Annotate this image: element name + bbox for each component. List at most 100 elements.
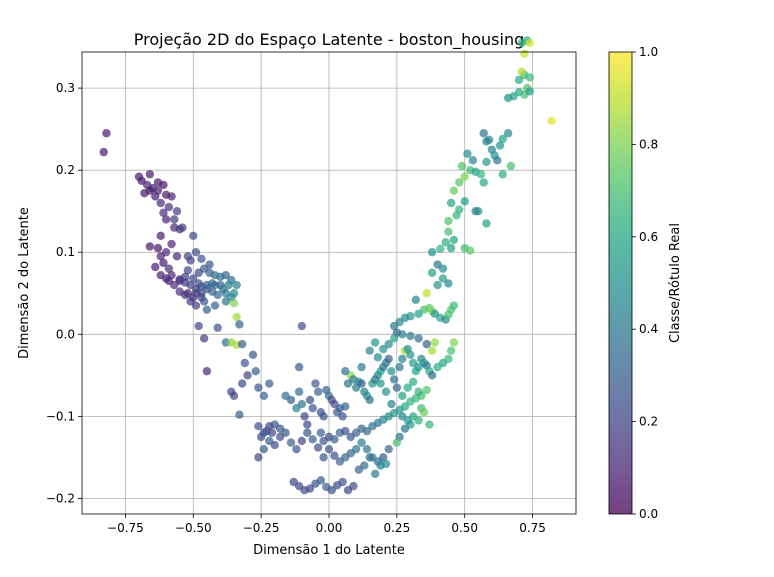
data-point — [102, 129, 111, 138]
data-point — [455, 178, 464, 187]
data-point — [161, 274, 171, 283]
data-point — [471, 206, 480, 216]
data-point — [338, 412, 347, 421]
data-point — [235, 320, 244, 329]
data-point — [216, 272, 225, 282]
data-point — [398, 391, 407, 401]
data-point — [259, 428, 269, 437]
data-point — [199, 334, 209, 343]
data-point — [159, 208, 168, 218]
data-point — [292, 444, 301, 454]
data-point — [517, 67, 526, 76]
data-point — [468, 156, 478, 165]
data-point — [330, 435, 339, 444]
data-point — [422, 339, 431, 349]
data-point — [180, 272, 190, 282]
data-point — [308, 435, 317, 444]
data-point — [294, 387, 304, 396]
data-point — [265, 379, 274, 388]
colorbar-tick-label: 0.8 — [639, 137, 658, 151]
data-point — [237, 379, 247, 388]
data-point — [444, 216, 453, 226]
data-point — [455, 205, 464, 214]
data-point — [319, 453, 328, 462]
data-point — [240, 358, 250, 368]
data-point — [460, 197, 469, 206]
colorbar-tick-label: 1.0 — [639, 45, 658, 59]
data-point — [427, 248, 437, 257]
data-point — [449, 301, 459, 310]
x-tick-label: 0.75 — [519, 521, 546, 535]
data-point — [213, 323, 222, 332]
data-points — [99, 36, 556, 495]
data-point — [411, 295, 421, 305]
data-point — [484, 135, 494, 145]
data-point — [408, 377, 418, 387]
x-axis-label: Dimensão 1 do Latente — [253, 543, 405, 558]
data-point — [444, 227, 453, 236]
data-point — [235, 410, 244, 419]
data-point — [457, 161, 467, 171]
data-point — [387, 367, 396, 376]
data-point — [389, 334, 399, 343]
data-point — [436, 244, 445, 254]
x-tick-label: 0.25 — [383, 521, 410, 535]
chart-title: Projeção 2D do Espaço Latente - boston_h… — [134, 30, 525, 50]
data-point — [425, 420, 434, 429]
data-point — [430, 338, 440, 347]
data-point — [202, 367, 212, 376]
data-point — [357, 362, 366, 372]
data-point — [186, 297, 195, 306]
data-point — [338, 477, 347, 487]
colorbar-tick-label: 0.6 — [639, 230, 658, 244]
x-axis-ticks: −0.75 −0.50 −0.25 0.00 0.25 0.50 0.75 — [107, 514, 546, 535]
data-point — [167, 239, 176, 249]
data-point — [465, 246, 475, 255]
data-point — [153, 178, 163, 187]
data-point — [151, 262, 160, 272]
data-point — [446, 198, 456, 208]
data-point — [403, 383, 412, 392]
data-point — [370, 338, 380, 347]
data-point — [191, 289, 201, 298]
data-point — [376, 379, 385, 388]
data-point — [493, 156, 502, 165]
data-point — [305, 484, 315, 493]
data-point — [254, 453, 263, 462]
data-point — [229, 391, 239, 401]
data-point — [297, 399, 307, 409]
x-tick-label: 0.00 — [316, 521, 343, 535]
data-point — [156, 198, 165, 208]
data-point — [210, 301, 220, 310]
colorbar-frame — [608, 51, 633, 515]
data-point — [525, 87, 535, 96]
data-point — [398, 354, 407, 364]
data-point — [319, 412, 328, 421]
data-point — [161, 248, 171, 257]
data-point — [406, 331, 415, 341]
data-point — [167, 192, 176, 201]
data-point — [414, 334, 423, 343]
data-point — [498, 170, 507, 179]
data-point — [547, 116, 556, 126]
data-point — [460, 172, 469, 181]
data-point — [178, 223, 187, 232]
y-tick-label: 0.2 — [56, 163, 75, 177]
data-point — [446, 243, 456, 253]
data-point — [161, 215, 171, 224]
data-point — [286, 438, 296, 447]
data-point — [164, 202, 174, 212]
data-point — [197, 254, 206, 263]
data-point — [221, 289, 231, 298]
data-point — [357, 379, 366, 388]
data-point — [164, 264, 174, 273]
y-axis-ticks: −0.2 −0.1 0.0 0.1 0.2 0.3 — [46, 81, 82, 505]
data-point — [438, 264, 448, 273]
data-point — [381, 387, 391, 396]
data-point — [335, 457, 345, 466]
data-point — [427, 371, 437, 380]
grid-lines — [82, 52, 576, 514]
data-point — [379, 344, 388, 354]
x-tick-label: 0.50 — [451, 521, 478, 535]
